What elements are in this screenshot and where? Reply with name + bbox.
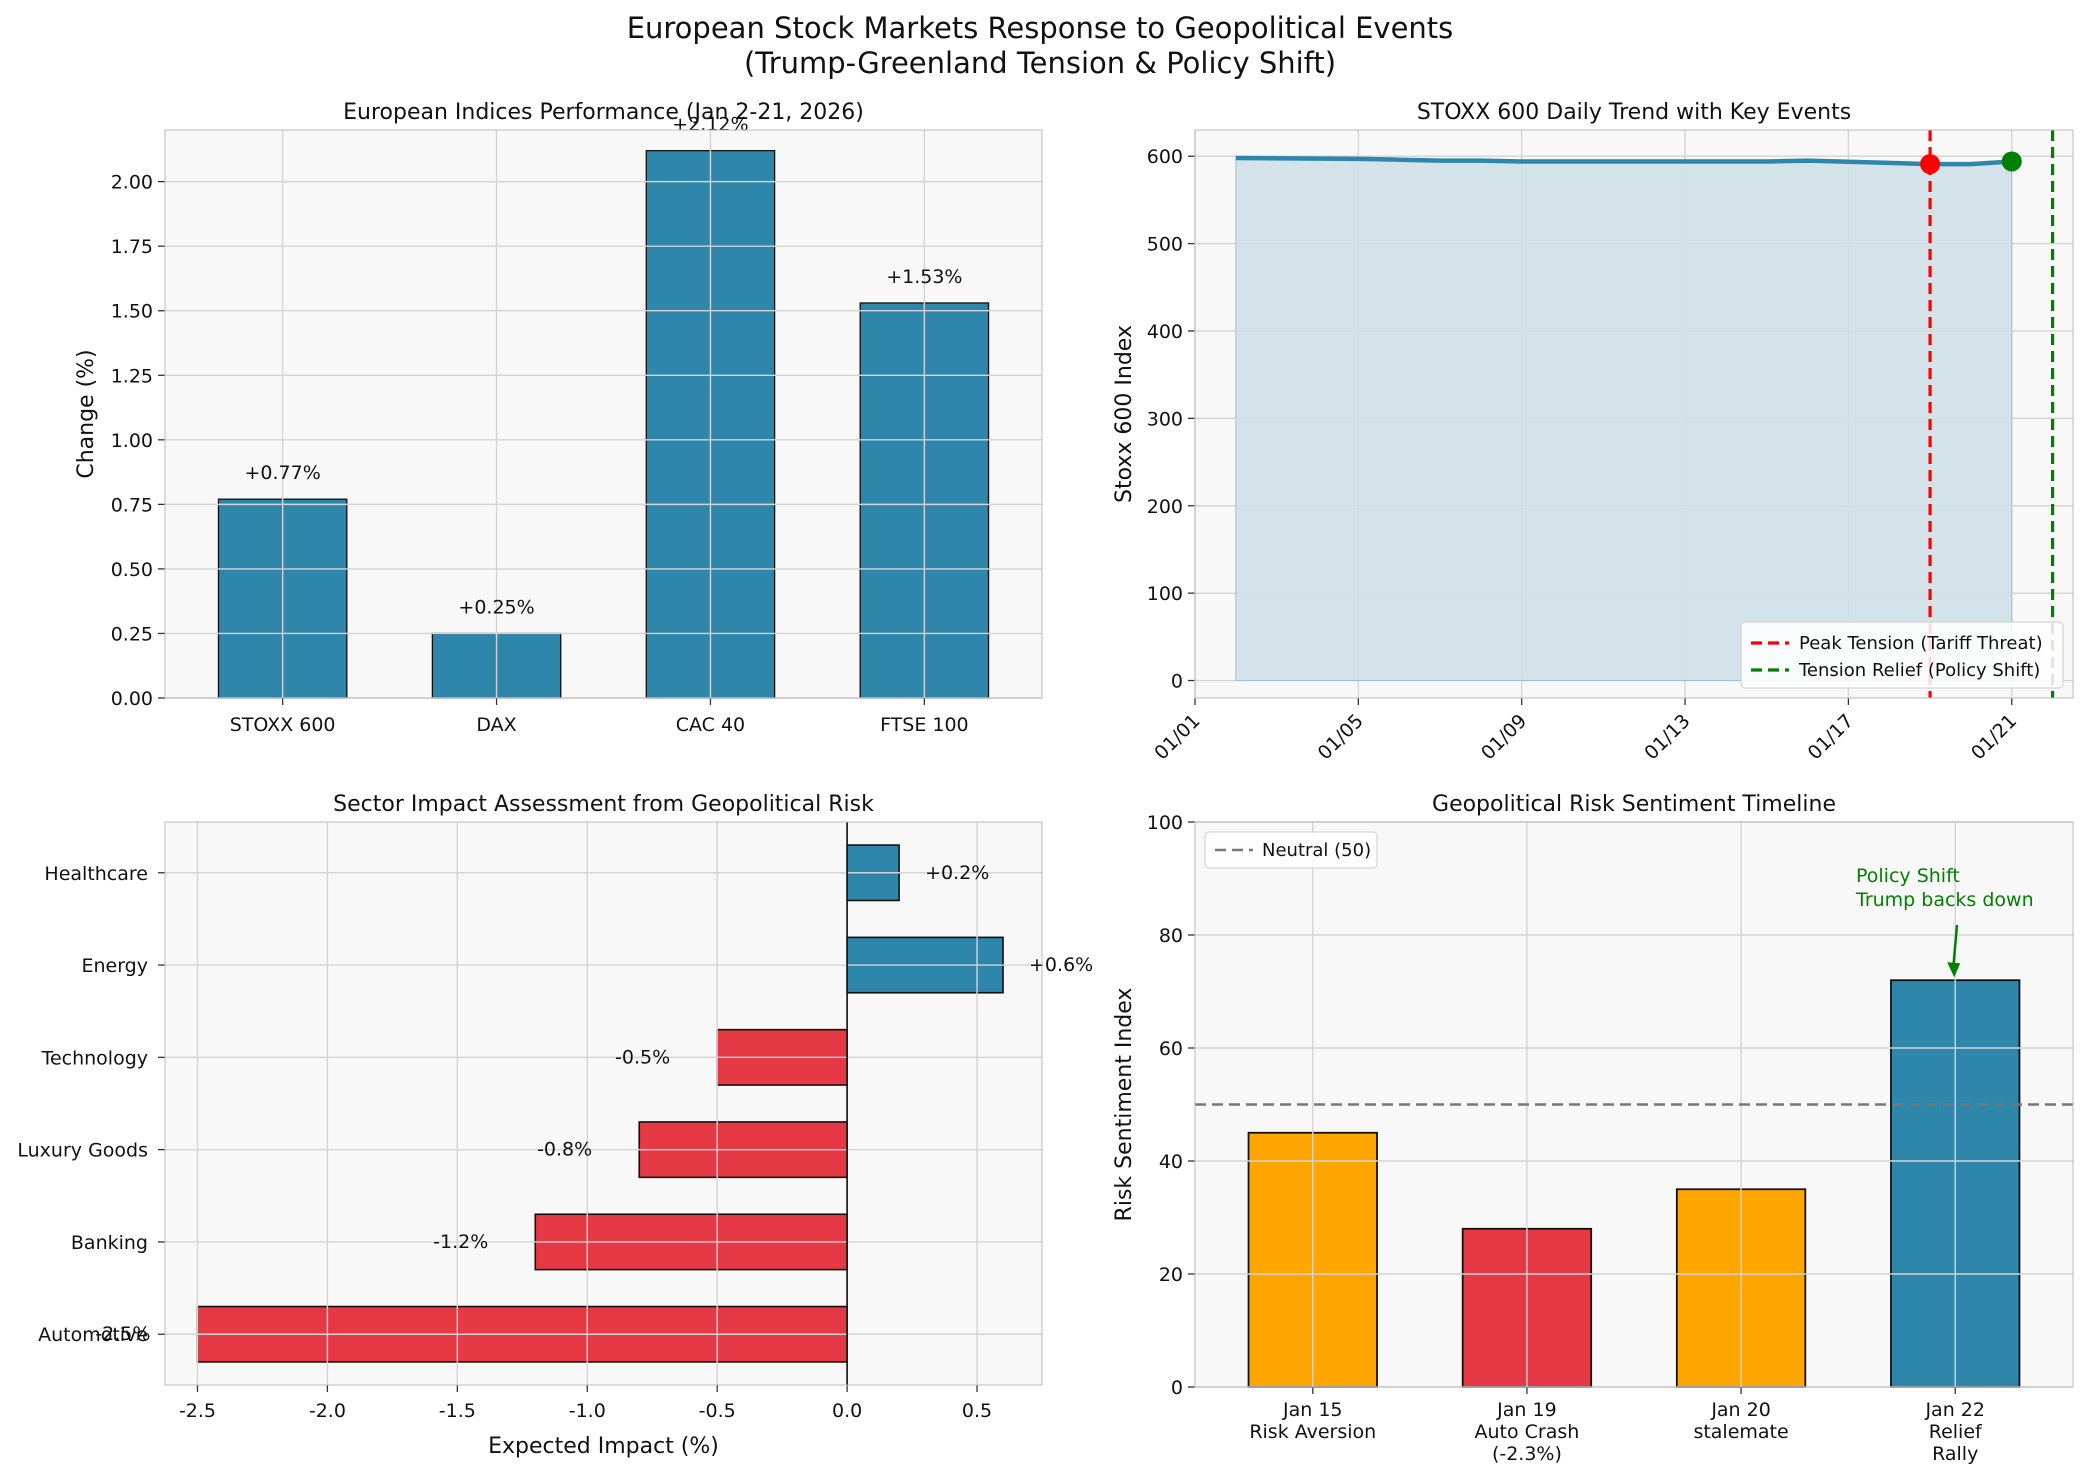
ytick-label: 400 xyxy=(1147,321,1183,343)
xtick-label: 0.5 xyxy=(962,1400,992,1422)
ytick-label: 0 xyxy=(1171,1377,1183,1399)
peak-tension-marker xyxy=(1920,154,1941,175)
annotation-arrow-head xyxy=(1947,962,1961,978)
ytick-label: 1.50 xyxy=(111,301,153,323)
y-axis-label: Risk Sentiment Index xyxy=(1112,988,1137,1222)
ytick-label: Automotive xyxy=(38,1324,148,1346)
legend-box xyxy=(1204,831,1378,869)
legend-label: Peak Tension (Tariff Threat) xyxy=(1799,633,2043,654)
xtick-label: Auto Crash xyxy=(1475,1421,1580,1443)
ytick-label: 0.75 xyxy=(111,494,153,516)
ytick-label: 1.00 xyxy=(111,430,153,452)
xtick-label: STOXX 600 xyxy=(230,714,336,736)
legend-label: Neutral (50) xyxy=(1262,840,1371,861)
xtick-label: 01/09 xyxy=(1477,710,1531,764)
ytick-label: Energy xyxy=(81,955,148,977)
value-label: +0.2% xyxy=(925,862,989,884)
plot-border xyxy=(164,129,1043,699)
xtick-label: Jan 15 xyxy=(1282,1399,1343,1421)
value-label: -2.5% xyxy=(95,1323,150,1345)
xtick-label: -1.0 xyxy=(569,1400,606,1422)
x-axis-label: Expected Impact (%) xyxy=(488,1434,719,1459)
xtick-label: (-2.3%) xyxy=(1492,1443,1562,1465)
xtick-label: 01/21 xyxy=(1967,710,2021,764)
ytick-label: 0.25 xyxy=(111,623,153,645)
xtick-label: Relief xyxy=(1929,1421,1983,1443)
ytick-label: 20 xyxy=(1159,1264,1183,1286)
ytick-label: 1.75 xyxy=(111,236,153,258)
annotation-arrow-shaft xyxy=(1951,924,1959,969)
value-label: -0.8% xyxy=(537,1139,592,1161)
value-label: +0.6% xyxy=(1029,954,1093,976)
ytick-label: 100 xyxy=(1147,812,1183,834)
value-label: +0.77% xyxy=(245,462,321,484)
figure-title-line2: (Trump-Greenland Tension & Policy Shift) xyxy=(744,46,1336,80)
risk-sentiment-chart: Geopolitical Risk Sentiment Timeline 0 20 4… xyxy=(1112,792,2074,1465)
figure-title-line1: European Stock Markets Response to Geopo… xyxy=(627,11,1454,45)
chart-title: STOXX 600 Daily Trend with Key Events xyxy=(1417,100,1851,125)
xtick-label: 0.0 xyxy=(832,1400,862,1422)
ytick-label: 300 xyxy=(1147,408,1183,430)
ytick-label: 0.00 xyxy=(111,688,153,710)
ytick-label: 1.25 xyxy=(111,365,153,387)
sector-impact-chart: Sector Impact Assessment from Geopolitic… xyxy=(17,792,1093,1459)
ytick-label: 200 xyxy=(1147,496,1183,518)
annotation-text: Policy Shift xyxy=(1856,865,1960,887)
xtick-label: Risk Aversion xyxy=(1249,1421,1376,1443)
legend-label: Tension Relief (Policy Shift) xyxy=(1798,660,2040,681)
ytick-label: 2.00 xyxy=(111,172,153,194)
value-label: +2.12% xyxy=(672,114,748,136)
xtick-label: 01/05 xyxy=(1314,710,1368,764)
plot-border xyxy=(164,821,1043,1386)
xtick-label: stalemate xyxy=(1693,1421,1788,1443)
chart-title: European Indices Performance (Jan 2-21, … xyxy=(343,100,864,125)
xtick-label: -2.0 xyxy=(309,1400,346,1422)
ytick-label: 500 xyxy=(1147,234,1183,256)
ytick-label: Banking xyxy=(71,1232,148,1254)
xtick-label: Rally xyxy=(1932,1443,1978,1465)
xtick-label: DAX xyxy=(476,714,516,736)
plot-area xyxy=(165,822,1042,1385)
stoxx-line xyxy=(1235,155,2012,167)
chart-title: Geopolitical Risk Sentiment Timeline xyxy=(1432,792,1836,817)
ytick-label: 60 xyxy=(1159,1038,1183,1060)
legend-box xyxy=(1740,621,2064,689)
annotation-text: Trump backs down xyxy=(1855,889,2034,911)
ytick-label: Luxury Goods xyxy=(17,1140,148,1162)
xtick-label: 01/01 xyxy=(1150,710,1204,764)
xtick-label: Jan 20 xyxy=(1710,1399,1771,1421)
xtick-label: CAC 40 xyxy=(676,714,745,736)
indices-performance-chart: European Indices Performance (Jan 2-21, … xyxy=(74,100,1043,736)
xtick-label: -2.5 xyxy=(179,1400,216,1422)
xtick-label: Jan 22 xyxy=(1924,1399,1985,1421)
ytick-label: 600 xyxy=(1147,146,1183,168)
xtick-label: FTSE 100 xyxy=(880,714,969,736)
value-label: -1.2% xyxy=(433,1231,488,1253)
ytick-label: 0.50 xyxy=(111,559,153,581)
ytick-label: Healthcare xyxy=(44,863,148,885)
chart-title: Sector Impact Assessment from Geopolitic… xyxy=(333,792,874,817)
value-label: +1.53% xyxy=(886,266,962,288)
plot-border xyxy=(1194,821,2074,1388)
ytick-label: 40 xyxy=(1159,1151,1183,1173)
value-label: +0.25% xyxy=(458,596,534,618)
plot-border xyxy=(1194,129,2074,699)
ytick-label: Technology xyxy=(41,1047,148,1069)
xtick-label: -1.5 xyxy=(439,1400,476,1422)
ytick-label: 80 xyxy=(1159,925,1183,947)
ytick-label: 0 xyxy=(1171,671,1183,693)
ytick-label: 100 xyxy=(1147,583,1183,605)
y-axis-label: Stoxx 600 Index xyxy=(1112,325,1137,503)
tension-relief-marker xyxy=(2001,151,2022,172)
area-fill xyxy=(1235,157,2013,682)
xtick-label: -0.5 xyxy=(699,1400,736,1422)
value-label: -0.5% xyxy=(615,1046,670,1068)
xtick-label: 01/17 xyxy=(1804,710,1858,764)
stoxx-trend-chart: STOXX 600 Daily Trend with Key Events 0 10… xyxy=(1112,100,2074,764)
xtick-label: 01/13 xyxy=(1640,710,1694,764)
xtick-label: Jan 19 xyxy=(1496,1399,1557,1421)
y-axis-label: Change (%) xyxy=(74,349,99,478)
